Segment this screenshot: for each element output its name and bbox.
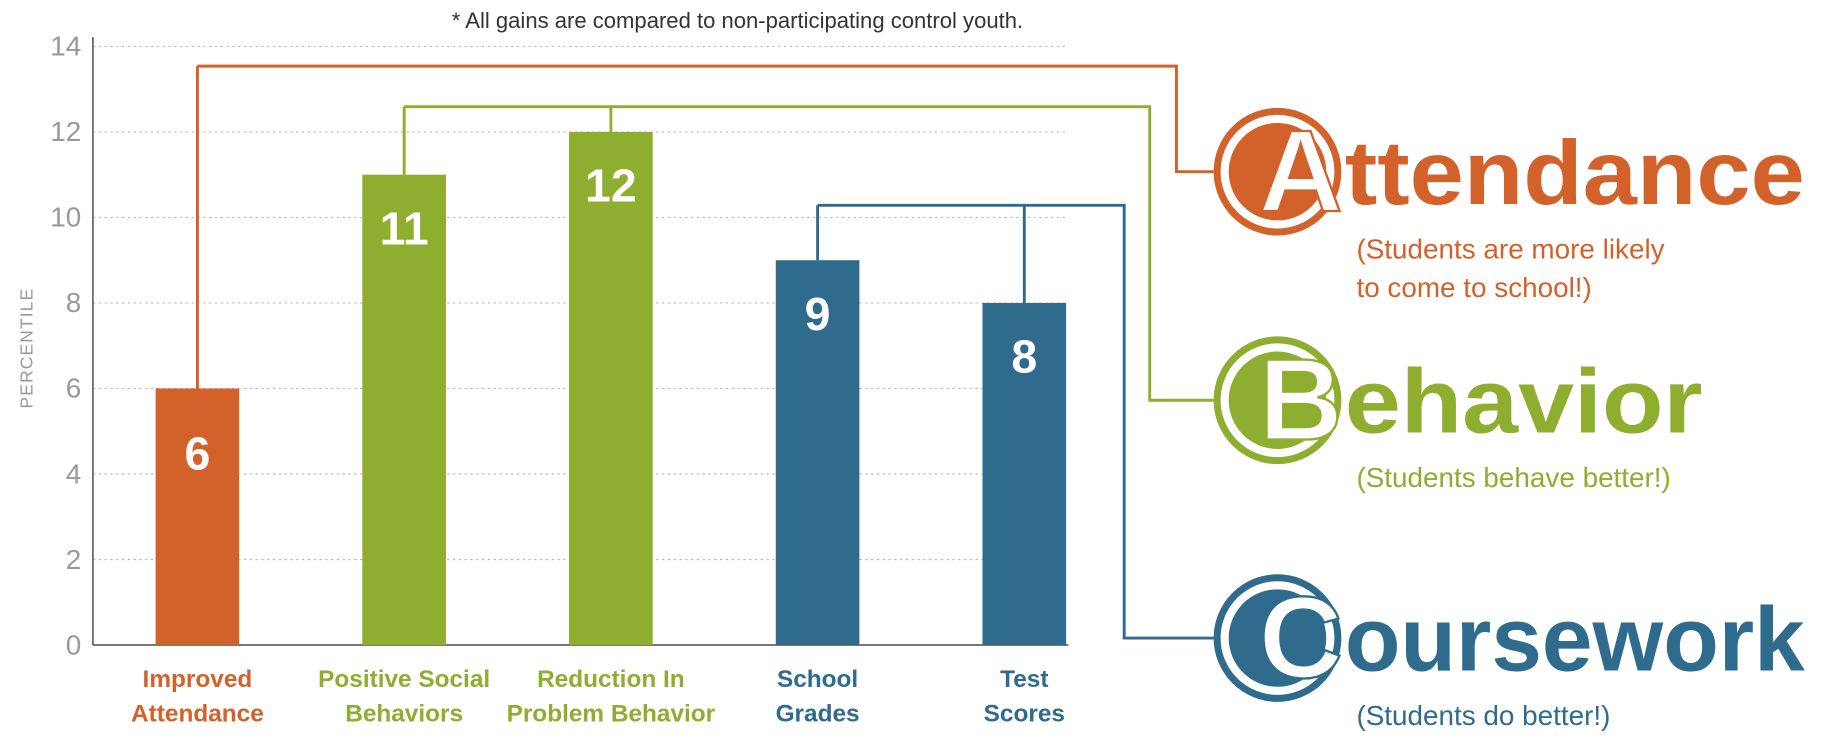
x-tick-label: Improved Attendance — [131, 666, 264, 728]
x-tick-label: Test Scores — [984, 666, 1065, 728]
x-tick-label-line: Attendance — [131, 701, 264, 728]
value-label: 6 — [185, 428, 211, 480]
legend-caption: (Students are more likely — [1356, 234, 1664, 265]
x-tick-label-line: Scores — [984, 701, 1065, 728]
x-tick-label-line: Behaviors — [345, 701, 463, 728]
x-tick-label: Reduction In Problem Behavior — [507, 666, 716, 728]
y-tick-label: 2 — [66, 544, 82, 575]
x-tick-label-line: School — [777, 666, 858, 693]
note: * All gains are compared to non-particip… — [452, 8, 1023, 33]
legend-caption: (Students do better!) — [1356, 700, 1610, 731]
x-tick-label: Positive Social Behaviors — [318, 666, 490, 728]
connector — [817, 203, 1214, 640]
bar — [775, 260, 860, 646]
bar — [569, 131, 653, 646]
y-tick-label: 12 — [50, 116, 81, 147]
legend-caption: (Students behave better!) — [1356, 462, 1670, 493]
value-label: 9 — [805, 288, 831, 340]
y-axis-label: PERCENTILE — [17, 288, 37, 409]
legend-word: ttendance — [1345, 123, 1805, 224]
y-tick-label: 8 — [66, 287, 82, 318]
x-tick-label: School Grades — [776, 666, 860, 728]
value-label: 11 — [380, 202, 429, 254]
bar — [155, 388, 240, 646]
legend-disc — [1228, 589, 1327, 687]
legend-disc — [1228, 122, 1327, 221]
legend-disc — [1228, 351, 1327, 449]
legend-caption: to come to school!) — [1356, 272, 1591, 303]
x-tick-label-line: Grades — [776, 701, 860, 728]
x-tick-label-line: Positive Social — [318, 666, 490, 693]
legend-letter: C — [1259, 573, 1343, 703]
value-label: 12 — [585, 160, 637, 212]
x-tick-label-line: Test — [1000, 666, 1048, 693]
legend-letter: A — [1259, 106, 1343, 236]
y-tick-label: 4 — [66, 458, 82, 489]
x-tick-label-line: Problem Behavior — [507, 701, 716, 728]
bar — [982, 302, 1067, 646]
y-tick-label: 0 — [66, 629, 82, 660]
y-tick-label: 10 — [50, 202, 81, 233]
connector — [197, 64, 1214, 174]
x-tick-label-line: Improved — [143, 666, 253, 693]
connector — [404, 105, 1214, 402]
legend-word: ehavior — [1345, 352, 1703, 453]
y-tick-label: 14 — [50, 31, 81, 62]
legend-letter: B — [1259, 335, 1343, 465]
bar — [362, 174, 446, 646]
value-label: 8 — [1011, 331, 1037, 383]
y-tick-label: 6 — [66, 373, 82, 404]
legend-word: oursework — [1345, 590, 1806, 691]
x-tick-label-line: Reduction In — [537, 666, 685, 693]
